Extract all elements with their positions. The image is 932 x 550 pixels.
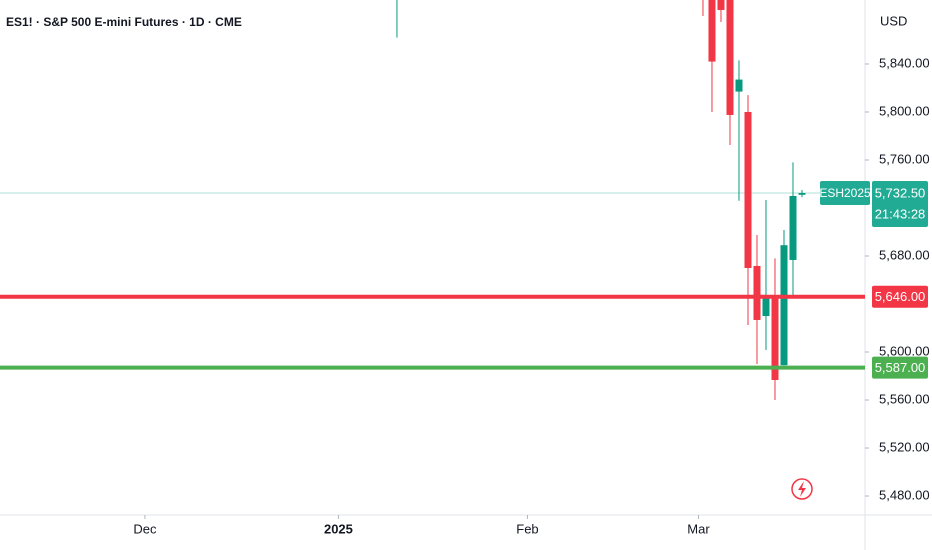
lightning-icon	[791, 478, 813, 500]
candle-body	[708, 0, 716, 62]
candle-body	[735, 79, 743, 92]
level-label-bg	[872, 356, 928, 379]
symbol-label: ESH2025	[819, 186, 871, 200]
candle-body	[798, 192, 806, 195]
y-tick-label: 5,760.00	[879, 151, 930, 166]
level-label: 5,587.00	[875, 360, 926, 375]
candle-body	[717, 0, 725, 10]
y-tick-label: 5,800.00	[879, 103, 930, 118]
y-tick-label: 5,680.00	[879, 247, 930, 262]
level-label-bg	[872, 285, 928, 308]
last-price-bg	[872, 180, 928, 227]
x-tick-label: 2025	[324, 521, 353, 536]
plot-area	[0, 0, 865, 401]
currency-label: USD	[880, 13, 907, 28]
chart-title: ES1! · S&P 500 E-mini Futures · 1D · CME	[6, 15, 242, 29]
y-tick-label: 5,480.00	[879, 487, 930, 502]
x-tick-label: Dec	[133, 521, 157, 536]
y-tick-label: 5,520.00	[879, 439, 930, 454]
countdown-label: 21:43:28	[875, 206, 926, 221]
candle-body	[726, 0, 734, 115]
y-tick-label: 5,560.00	[879, 391, 930, 406]
last-price-label: 5,732.50	[875, 185, 926, 200]
candle-body	[780, 245, 788, 366]
candle-body	[744, 111, 752, 269]
level-label: 5,646.00	[875, 289, 926, 304]
candle-body	[789, 195, 797, 260]
x-tick-label: Feb	[516, 521, 538, 536]
y-tick-label: 5,840.00	[879, 55, 930, 70]
y-tick-label: 5,600.00	[879, 343, 930, 358]
x-tick-label: Mar	[687, 521, 710, 536]
symbol-label-bg	[820, 180, 870, 205]
candle-body	[753, 265, 761, 320]
candle-body	[771, 295, 779, 380]
candle-body	[762, 298, 770, 317]
